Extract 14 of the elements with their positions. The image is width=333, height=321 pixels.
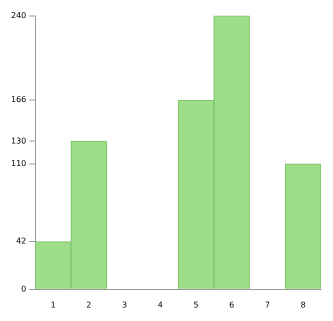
- x-tick-label: 6: [229, 300, 234, 310]
- y-tick-label: 0: [21, 284, 26, 294]
- x-tick-label: 1: [50, 300, 56, 310]
- x-tick-label: 3: [122, 300, 128, 310]
- x-tick-label: 7: [264, 300, 270, 310]
- y-tick-label: 42: [16, 236, 26, 246]
- y-tick-label: 130: [10, 136, 26, 146]
- x-tick-label: 4: [158, 300, 163, 310]
- x-tick-label: 2: [86, 300, 92, 310]
- y-tick-label: 166: [10, 95, 26, 104]
- y-tick-label: 240: [10, 10, 26, 20]
- x-tick-label: 8: [300, 300, 306, 310]
- y-tick-label: 110: [10, 159, 26, 168]
- x-tick-label: 5: [193, 300, 199, 310]
